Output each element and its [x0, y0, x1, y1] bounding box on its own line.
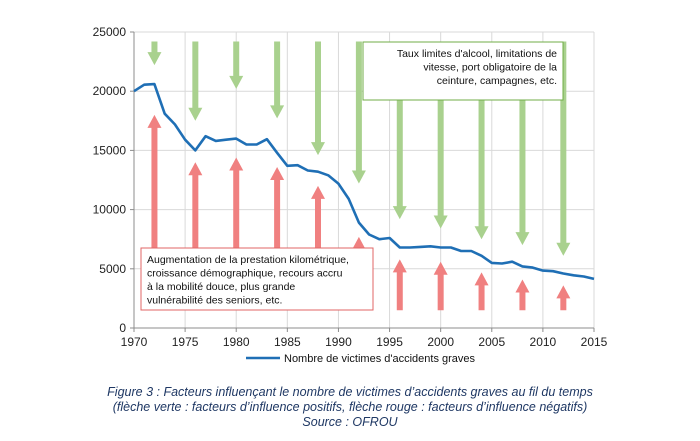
green-arrow	[147, 41, 162, 66]
y-tick-label: 25000	[93, 25, 127, 39]
legend: Nombre de victimes d'accidents graves	[246, 353, 476, 365]
y-tick-label: 10000	[93, 203, 127, 217]
annotation-box	[362, 41, 564, 101]
x-tick-label: 1985	[274, 335, 301, 349]
x-tick-label: 1995	[376, 335, 403, 349]
y-tick-label: 0	[119, 321, 126, 335]
green-arrow	[311, 41, 325, 156]
caption-source: Source : OFROU	[302, 415, 398, 429]
annotation-positive-factors: Taux limites d'alcool, limitations de vit…	[362, 41, 564, 101]
x-tick-label: 2010	[530, 335, 557, 349]
red-arrow	[474, 272, 489, 311]
red-arrow	[229, 157, 244, 311]
annotation-line: vulnérabilité des seniors, etc.	[147, 295, 282, 307]
caption-title: Figure 3 : Facteurs influençant le nombr…	[107, 385, 593, 399]
green-arrow	[351, 41, 366, 184]
red-arrow	[392, 259, 407, 311]
red-arrow	[433, 261, 448, 311]
x-tick-label: 1975	[172, 335, 199, 349]
annotation-box	[140, 247, 374, 311]
annotation-line: Augmentation de la prestation kilométriq…	[147, 254, 349, 266]
x-tick-label: 2000	[427, 335, 454, 349]
axes: 0 5000 10000 15000 20000 25000 1970 1975 1980 198…	[93, 25, 608, 349]
annotation-negative-factors: Augmentation de la prestation kilométriq…	[140, 247, 374, 311]
chart: 0 5000 10000 15000 20000 25000 1970 1975 1980 198…	[0, 0, 700, 380]
red-arrow	[147, 114, 162, 311]
red-arrow	[188, 162, 203, 311]
green-arrow	[188, 41, 203, 121]
x-tick-label: 1980	[223, 335, 250, 349]
figure-caption: Figure 3 : Facteurs influençant le nombr…	[0, 385, 700, 430]
x-tick-label: 1990	[325, 335, 352, 349]
annotation-line: Taux limites d'alcool, limitations de	[397, 48, 557, 60]
annotation-line: vitesse, port obligatoire de la	[423, 62, 557, 74]
annotation-line: à la mobilité douce, plus grande	[147, 281, 295, 293]
x-tick-label: 2005	[478, 335, 505, 349]
series-line	[133, 82, 595, 281]
x-tick-label: 1970	[121, 335, 148, 349]
x-tick-label: 2015	[581, 335, 608, 349]
y-tick-label: 5000	[99, 262, 126, 276]
green-arrow	[270, 41, 285, 119]
y-tick-label: 20000	[93, 84, 127, 98]
annotation-line: croissance démographique, recours accru	[147, 268, 343, 280]
annotation-line: ceinture, campagnes, etc.	[437, 75, 557, 87]
annotations: Taux limites d'alcool, limitations de vit…	[140, 41, 564, 311]
red-arrow	[270, 166, 285, 311]
green-arrow	[515, 41, 530, 246]
green-arrow	[556, 41, 571, 256]
green-arrow	[433, 41, 448, 229]
series-line-victims	[133, 82, 595, 281]
y-tick-label: 15000	[93, 143, 127, 157]
green-arrow	[392, 41, 407, 220]
caption-arrow-key: (flèche verte : facteurs d’influence pos…	[112, 400, 588, 414]
red-arrow	[515, 279, 530, 311]
red-arrow	[556, 285, 571, 311]
green-arrow	[474, 41, 489, 240]
chart-background	[0, 0, 700, 380]
legend-label: Nombre de victimes d'accidents graves	[284, 353, 476, 365]
green-arrow	[229, 41, 244, 89]
